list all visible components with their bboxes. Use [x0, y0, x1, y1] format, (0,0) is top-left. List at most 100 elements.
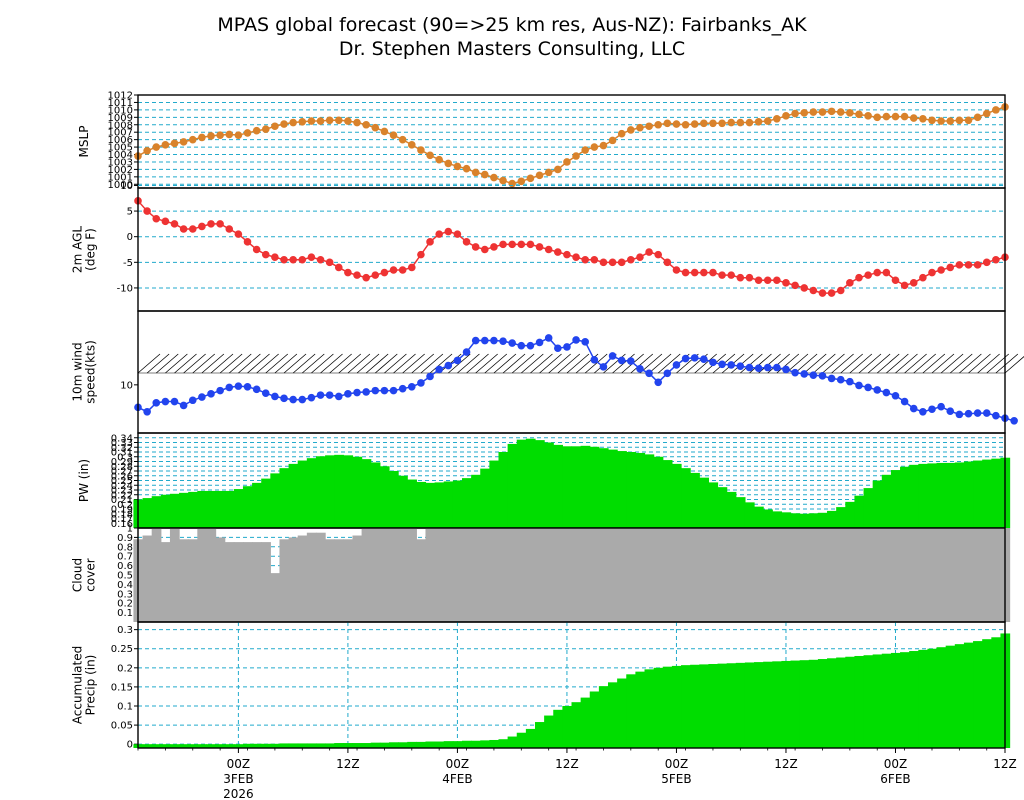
temp-ytick-label: 10: [120, 181, 133, 192]
precip-bar: [169, 744, 180, 748]
temp-point: [499, 240, 507, 249]
wind-point: [964, 409, 973, 418]
temp-point: [481, 245, 489, 254]
cloud-bar: [982, 528, 992, 622]
pw-ytick-label: 0.33: [111, 438, 133, 449]
cloud-bar: [845, 528, 856, 622]
temp-point: [188, 225, 197, 233]
temp-point: [572, 253, 580, 261]
wind-barb: [146, 353, 170, 374]
temp-point: [763, 276, 772, 285]
cloud-bar: [699, 528, 709, 622]
pw-bar: [927, 463, 938, 528]
temp-point: [198, 222, 206, 231]
temp-point: [599, 258, 608, 267]
precip-bar: [297, 743, 308, 748]
precip-bar: [900, 652, 910, 748]
wind-barb: [256, 353, 279, 374]
cloud-bar: [553, 528, 563, 622]
wind-point: [928, 405, 936, 414]
wind-point: [471, 336, 480, 345]
temp-point: [407, 263, 416, 272]
mslp-point: [517, 177, 526, 186]
wind-barb: [995, 353, 1019, 374]
wind-point: [298, 395, 307, 404]
mslp-point: [982, 109, 991, 118]
cloud-bar: [224, 542, 235, 622]
precip-bar: [288, 743, 299, 748]
pw-bar: [224, 490, 235, 528]
temp-point: [982, 258, 991, 267]
pw-bar: [735, 497, 746, 528]
cloud-bar: [461, 528, 472, 622]
pw-bar: [945, 462, 956, 528]
pw-panel: 0.160.170.180.190.20.210.220.230.240.250…: [77, 432, 1011, 530]
mslp-point: [572, 152, 580, 160]
cloud-bar: [242, 542, 253, 622]
cloud-bar: [252, 542, 262, 622]
wind-barb: [530, 353, 553, 374]
wind-barb: [521, 353, 544, 374]
pw-ylabel: PW (in): [77, 459, 91, 502]
wind-barb: [356, 353, 380, 374]
mslp-point: [481, 170, 489, 179]
temp-point: [709, 268, 717, 277]
temp-point: [636, 253, 644, 261]
wind-point: [526, 341, 535, 350]
cloud-bar: [151, 528, 162, 622]
wind-point: [417, 379, 425, 387]
wind-barb: [466, 353, 489, 374]
wind-point: [791, 368, 799, 377]
wind-point: [873, 386, 882, 394]
temp-point: [818, 289, 827, 297]
precip-bar: [699, 664, 709, 748]
pw-ytick-label: 0.28: [111, 462, 133, 473]
precip-bar: [160, 744, 171, 748]
pw-ytick-label: 0.24: [111, 481, 133, 492]
pw-bar: [242, 486, 253, 528]
temp-point: [554, 248, 562, 256]
wind-barb: [876, 353, 900, 374]
wind-point: [216, 386, 224, 395]
cloud-bar: [863, 528, 874, 622]
temp-point: [782, 279, 790, 287]
precip-bar: [480, 740, 490, 748]
temp-point: [736, 273, 745, 282]
mslp-point: [864, 112, 872, 120]
wind-barb: [630, 353, 654, 374]
x-year-label: 2026: [223, 787, 254, 800]
pw-bar: [452, 480, 463, 528]
precip-bar: [407, 741, 417, 748]
wind-point: [252, 385, 261, 394]
cloud-bar: [973, 528, 983, 622]
wind-barb: [749, 353, 772, 374]
cloud-bar: [598, 528, 609, 622]
pw-bar: [160, 494, 171, 528]
mslp-point: [462, 164, 471, 173]
mslp-point: [280, 120, 288, 128]
temp-point: [955, 261, 964, 269]
pw-bar: [343, 455, 354, 528]
pw-ytick-label: 0.29: [111, 457, 133, 468]
pw-bar: [261, 478, 271, 528]
precip-bar: [334, 743, 344, 748]
cloud-bar: [781, 528, 792, 622]
temp-point: [992, 255, 1000, 264]
cloud-bar: [160, 542, 171, 622]
cloud-bar: [370, 528, 381, 622]
wind-barb: [238, 353, 261, 374]
pw-bar: [352, 456, 363, 528]
cloud-bar: [927, 528, 938, 622]
pw-bar: [461, 478, 472, 528]
precip-bar: [544, 715, 554, 748]
temp-point: [234, 230, 243, 238]
wind-point: [161, 397, 170, 406]
mslp-point: [417, 146, 425, 154]
wind-point: [718, 360, 726, 369]
mslp-point: [672, 120, 681, 128]
temp-point: [143, 207, 151, 215]
chart-title: MPAS global forecast (90=>25 km res, Aus…: [217, 14, 807, 36]
mslp-point: [499, 176, 507, 185]
wind-barb: [375, 353, 398, 374]
